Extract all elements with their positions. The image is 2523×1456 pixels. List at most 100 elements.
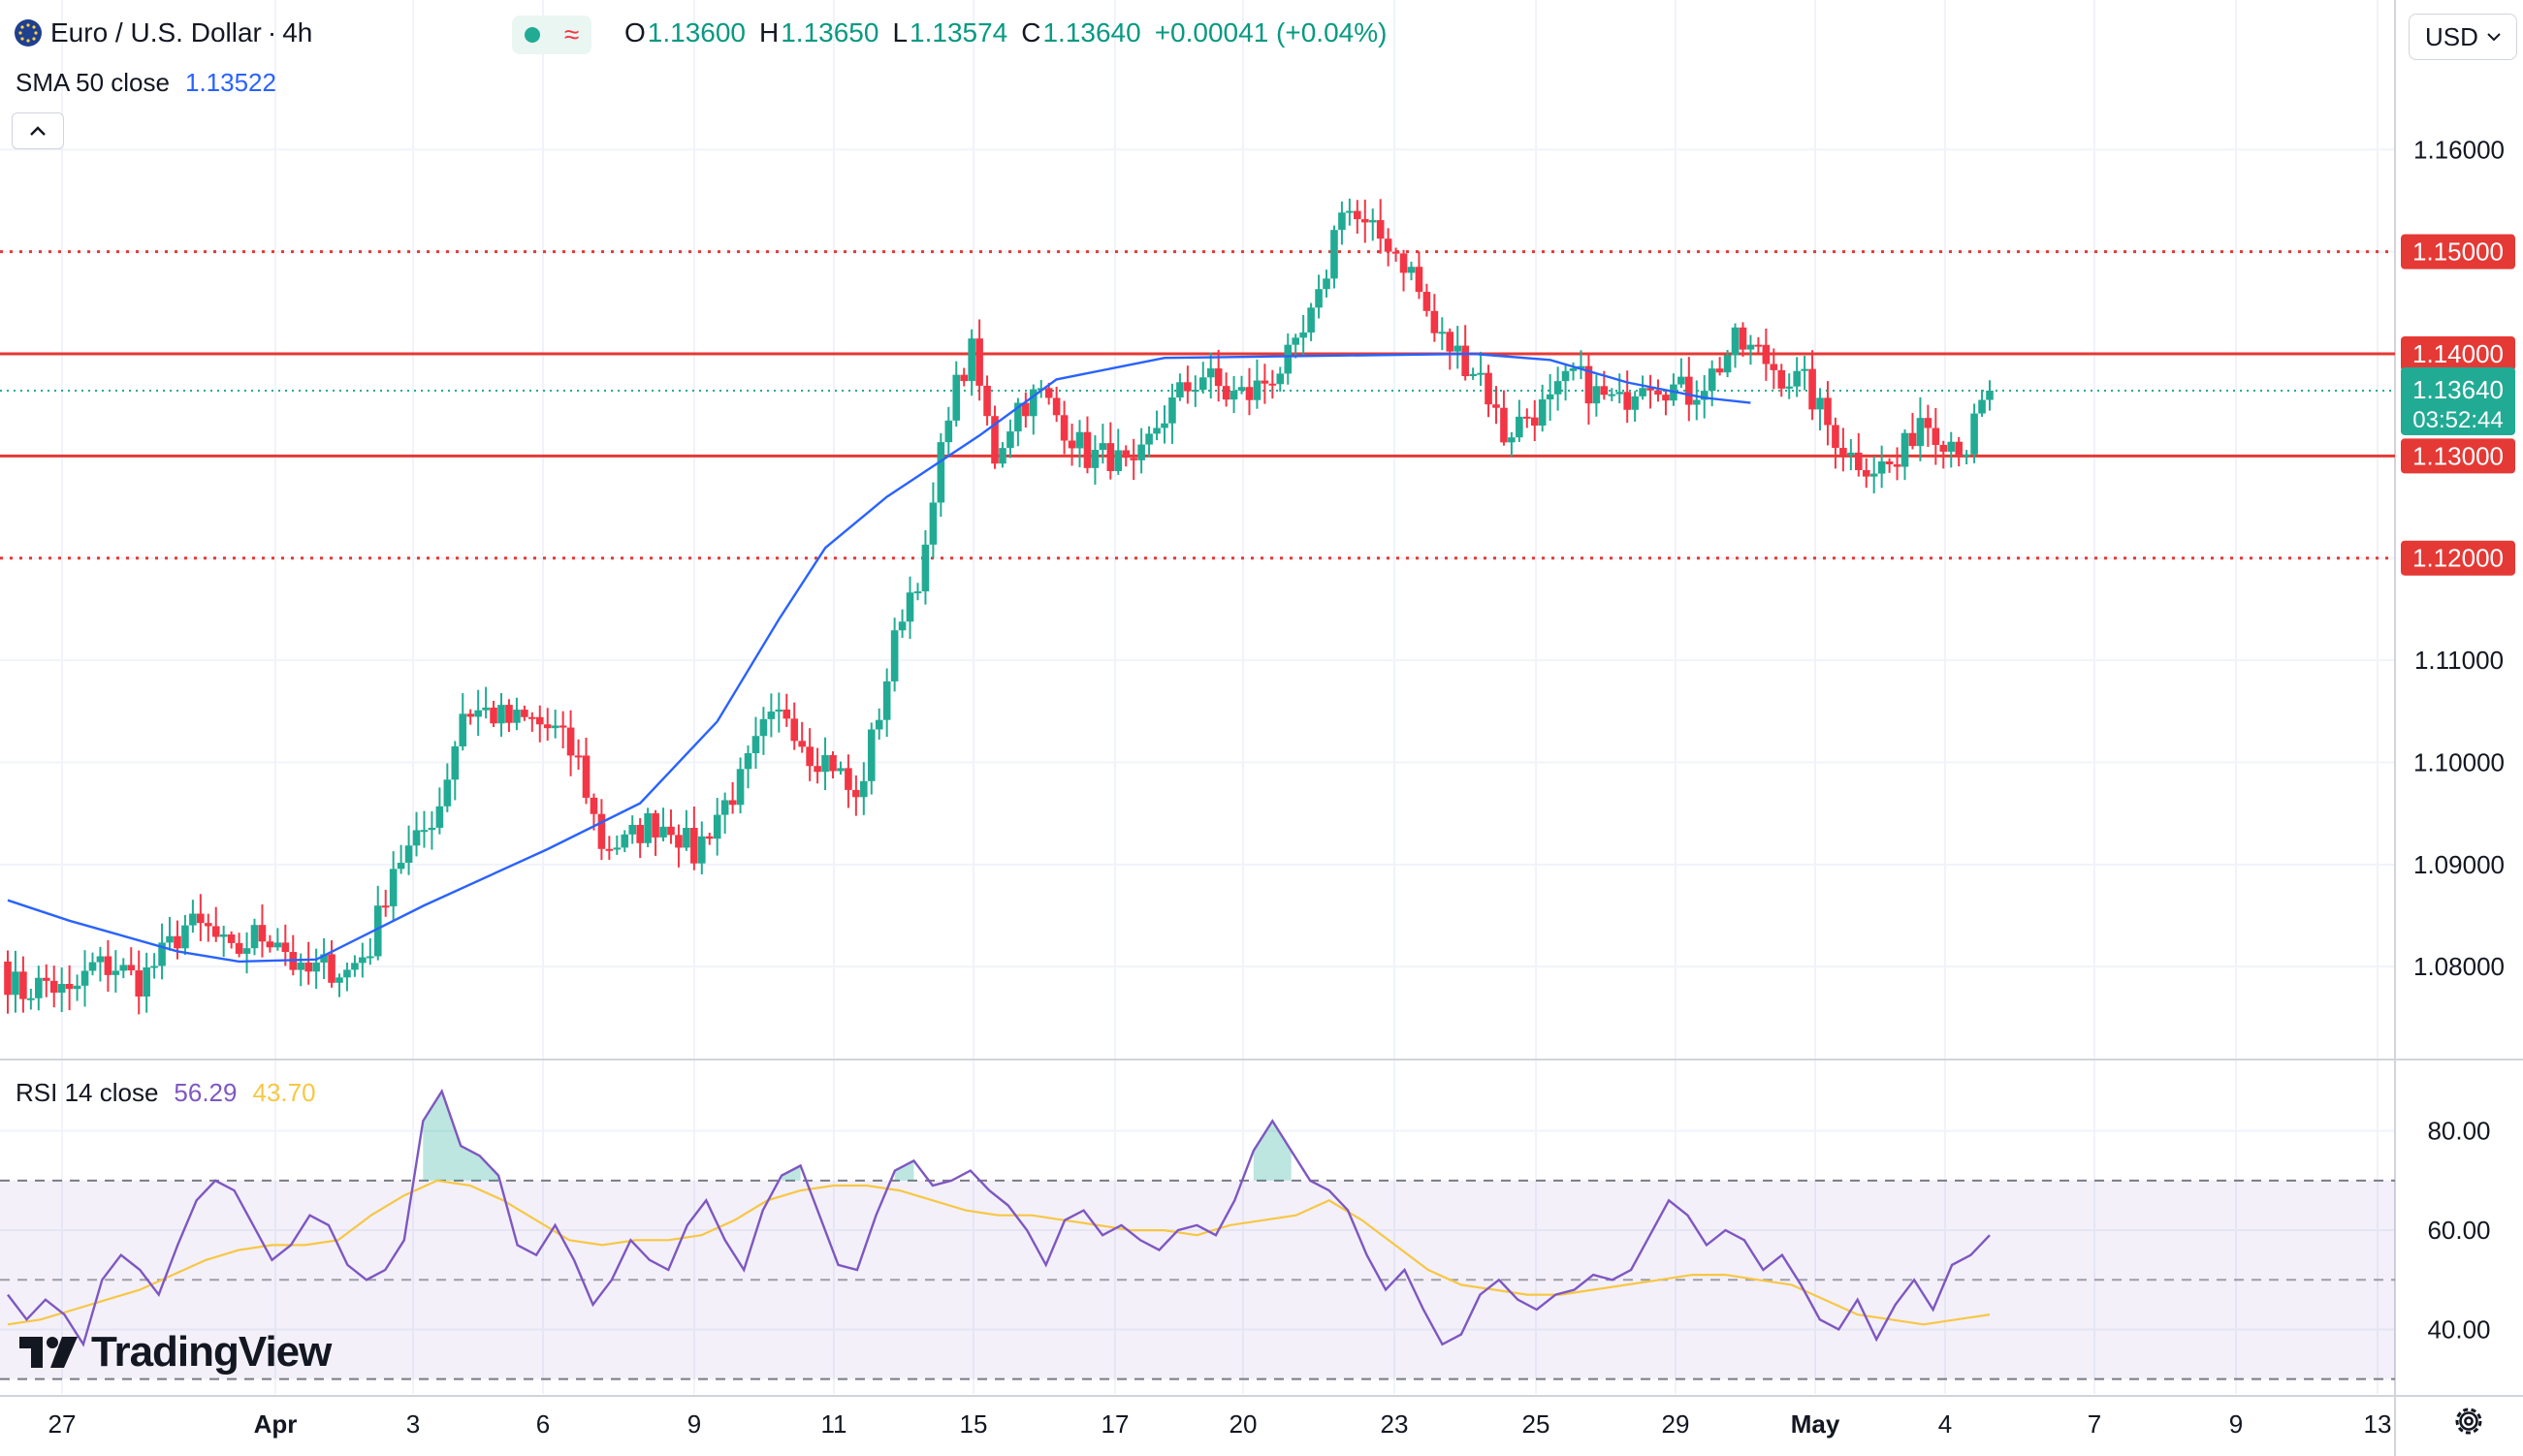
sma-legend[interactable]: SMA 50 close 1.13522 [16, 68, 276, 98]
candle-body [27, 997, 35, 1000]
candle-body [983, 385, 991, 417]
candle-body [1854, 452, 1863, 470]
currency-select[interactable]: USD [2409, 14, 2517, 60]
candle-body [1230, 391, 1238, 400]
candle-body [335, 977, 343, 983]
candle-body [266, 941, 274, 948]
candle-body [829, 755, 837, 772]
candle-body [1986, 390, 1994, 400]
candle-body [1908, 432, 1917, 447]
candle-body [875, 719, 883, 730]
candle-body [135, 970, 144, 997]
candle-body [1122, 450, 1131, 459]
change-value: +0.00041 (+0.04%) [1154, 17, 1388, 47]
candle-body [898, 621, 907, 631]
candle-body [4, 961, 12, 996]
candle-body [543, 724, 552, 729]
tradingview-logo-icon [19, 1337, 78, 1368]
candle-body [1577, 365, 1585, 368]
candle-body [1407, 267, 1416, 273]
candle-body [1970, 413, 1978, 455]
candle-body [211, 926, 220, 937]
candle-body [1963, 454, 1970, 457]
candle-body [1777, 369, 1786, 389]
axes: 1.16000 1.11000 1.10000 1.09000 1.08000 1.150… [48, 135, 2515, 1439]
rsi-tick-label: 40.00 [2427, 1314, 2490, 1344]
candle-body [1438, 332, 1447, 334]
brand-logo: TradingView [17, 1328, 332, 1377]
candle-body [312, 962, 320, 972]
wave-icon: ≈ [563, 19, 580, 49]
candle-body [1060, 415, 1069, 441]
candle-body [1523, 416, 1531, 419]
candle-body [1692, 399, 1701, 405]
candle-body [1075, 431, 1084, 449]
candle-body [1044, 388, 1053, 398]
candle-body [1516, 416, 1523, 438]
candle-body [1022, 402, 1030, 417]
candle-body [49, 980, 58, 994]
candle-body [913, 591, 922, 594]
price-tick-label: 1.08000 [2413, 952, 2505, 981]
candle-body [1284, 344, 1293, 374]
candle-body [96, 956, 105, 963]
candle-body [404, 845, 413, 864]
symbol-name[interactable]: Euro / U.S. Dollar [50, 17, 262, 47]
time-tick-label: 27 [48, 1409, 77, 1439]
rsi-overbought-fill [894, 1160, 914, 1181]
candle-body [944, 420, 953, 443]
high-value: 1.13650 [781, 17, 879, 47]
rsi-line [7, 1088, 1991, 1347]
gear-icon[interactable] [2451, 1404, 2486, 1439]
level-price-label: 1.12000 [2412, 544, 2504, 573]
rsi-label: RSI 14 close [16, 1078, 159, 1107]
candle-body [1422, 292, 1431, 311]
candle-body [1323, 278, 1330, 290]
candle-body [613, 847, 622, 850]
rsi-legend[interactable]: RSI 14 close 56.29 43.70 [16, 1078, 316, 1108]
rsi-band-fill [0, 1180, 2395, 1379]
candle-body [806, 746, 814, 767]
collapse-legend-button[interactable] [12, 112, 64, 149]
candle-body [1824, 397, 1832, 426]
candle-body [1415, 267, 1423, 293]
candle-body [1584, 365, 1593, 404]
candle-body [1492, 404, 1500, 408]
candle-body [1330, 230, 1338, 279]
current-price-label: 1.13640 [2412, 375, 2504, 404]
candle-body [1106, 443, 1115, 471]
candle-body [466, 713, 474, 717]
level-price-tag [2401, 438, 2515, 474]
candle-body [1623, 392, 1631, 410]
candle-body [991, 416, 999, 464]
candle-body [790, 718, 799, 742]
candle-body [197, 913, 205, 924]
candle-body [65, 984, 74, 990]
interval[interactable]: 4h [282, 17, 313, 47]
candle-body [88, 962, 97, 971]
candle-body [1430, 310, 1439, 333]
candle-body [597, 813, 606, 849]
time-tick-label: 15 [960, 1409, 988, 1439]
candle-body [35, 977, 43, 998]
candle-body [242, 948, 251, 954]
symbol-header[interactable]: Euro / U.S. Dollar · 4h [14, 17, 312, 48]
candle-body [1307, 307, 1315, 332]
market-status[interactable]: ≈ [512, 16, 591, 54]
level-price-label: 1.14000 [2412, 339, 2504, 368]
candle-body [1646, 388, 1654, 391]
candle-body [929, 502, 938, 545]
candle-body [1360, 219, 1369, 223]
open-label: O [624, 17, 646, 47]
candle-body [1099, 443, 1107, 451]
candle-body [304, 962, 312, 972]
candle-body [798, 741, 806, 747]
currency-value: USD [2425, 21, 2478, 51]
candle-body [1746, 344, 1755, 350]
candle-body [397, 863, 405, 870]
candle-body [521, 710, 528, 717]
candle-body [1538, 399, 1547, 427]
time-tick-label: Apr [254, 1409, 298, 1439]
candle-body [373, 905, 382, 957]
